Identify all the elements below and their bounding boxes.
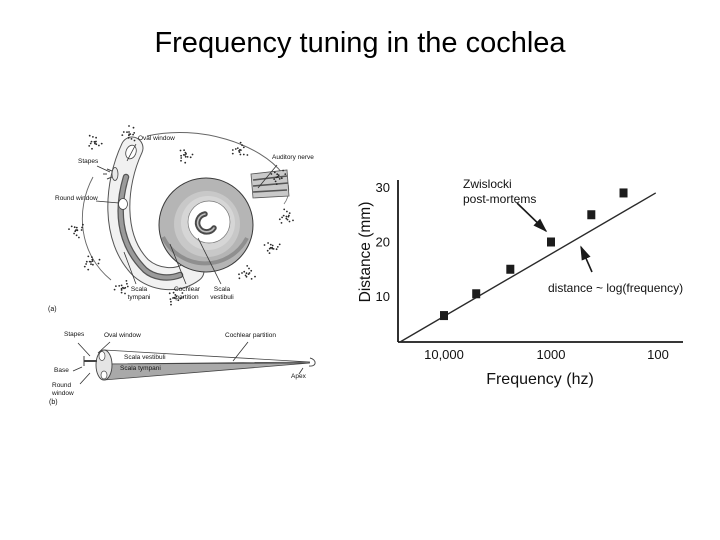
annotation-zwislocki: Zwislocki post-mortems (463, 177, 536, 206)
label-round-window-b: Round window (52, 382, 74, 397)
label-oval-window-a: Oval window (138, 135, 175, 142)
label-stapes-a: Stapes (78, 158, 99, 165)
y-tick-label: 10 (376, 289, 390, 304)
trend-line (399, 192, 657, 343)
y-axis-title: Distance (mm) (357, 202, 374, 303)
uncoiled-cochlea-illustration (72, 341, 316, 385)
label-scala-vestibuli-b: Scala vestibuli (124, 354, 166, 361)
frequency-distance-chart: 10 20 30 10,000 1000 100 Distance (mm) Frequenc… (357, 177, 683, 388)
cochlea-spiral-illustration (68, 125, 294, 306)
label-scala-vestibuli-a: Scala vestibuli (210, 286, 234, 301)
label-base: Base (54, 367, 69, 374)
label-oval-window-b: Oval window (104, 332, 141, 339)
x-tick-label: 100 (647, 347, 669, 362)
x-tick-label: 1000 (537, 347, 566, 362)
annotation-logfit: distance ~ log(frequency) (548, 281, 683, 295)
y-tick-label: 20 (376, 235, 390, 250)
data-point (619, 188, 628, 198)
data-point (472, 289, 481, 299)
slide-title: Frequency tuning in the cochlea (154, 27, 566, 59)
x-axis-title: Frequency (hz) (486, 371, 594, 388)
label-stapes-b: Stapes (64, 331, 85, 338)
caption-b: (b) (49, 399, 58, 406)
label-cochlear-partition-a: Cochlear partition (173, 286, 201, 301)
caption-a: (a) (48, 306, 57, 313)
data-point (506, 264, 515, 274)
label-cochlear-partition-b: Cochlear partition (225, 332, 276, 339)
label-auditory-nerve: Auditory nerve (272, 154, 314, 161)
label-apex: Apex (291, 373, 306, 380)
annotation-arrow-zwislocki (516, 202, 548, 233)
label-scala-tympani-b: Scala tympani (120, 365, 161, 372)
data-point (587, 210, 596, 220)
y-tick-label: 30 (376, 180, 390, 195)
data-point (440, 311, 448, 321)
annotation-arrow-logfit (580, 245, 593, 273)
label-scala-tympani-a: Scala tympani (127, 286, 151, 301)
label-round-window-a: Round window (55, 195, 98, 202)
data-point (547, 237, 555, 247)
x-tick-label: 10,000 (424, 347, 464, 362)
